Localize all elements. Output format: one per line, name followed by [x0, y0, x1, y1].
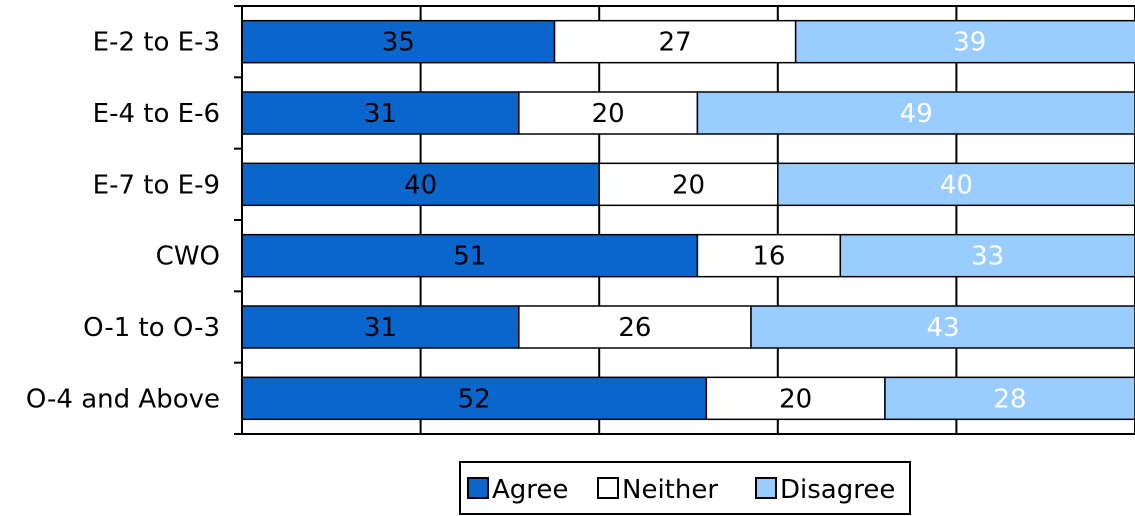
data-label: 31 — [364, 99, 397, 129]
data-label: 27 — [659, 28, 692, 58]
data-label: 20 — [779, 384, 812, 414]
bar-segment-disagree — [750, 305, 1135, 349]
bar-segment-disagree — [696, 91, 1135, 135]
data-label: 52 — [458, 384, 491, 414]
data-label: 28 — [993, 384, 1026, 414]
category-label: O-4 and Above — [26, 384, 220, 414]
grid-layer — [241, 5, 1135, 434]
data-label: 49 — [900, 99, 933, 129]
bar-segment-agree — [241, 19, 556, 64]
bar-segment-disagree — [794, 19, 1135, 64]
legend-swatch-agree — [467, 477, 489, 499]
legend-swatch-neither — [597, 477, 619, 499]
legend-label: Disagree — [780, 475, 895, 505]
data-label: 40 — [404, 170, 437, 200]
data-label: 20 — [592, 99, 625, 129]
axis-layer — [234, 5, 1135, 435]
category-label: E-2 to E-3 — [93, 28, 220, 58]
data-label: 31 — [364, 313, 397, 343]
bar-segment-neither — [696, 233, 842, 278]
category-labels: E-2 to E-3 E-4 to E-6 E-7 to E-9 CWO O-1 to … — [26, 28, 220, 415]
data-label: 51 — [453, 242, 486, 272]
bar-segment-neither — [518, 91, 699, 135]
bar-segment-neither — [518, 305, 752, 349]
legend-box — [459, 461, 911, 515]
bar-segment-disagree — [777, 162, 1135, 207]
data-label: 20 — [672, 170, 705, 200]
data-label: 43 — [926, 313, 959, 343]
category-label: CWO — [156, 242, 220, 272]
data-label: 33 — [971, 242, 1004, 272]
bar-segment-neither — [705, 376, 886, 421]
category-label: E-7 to E-9 — [93, 170, 220, 200]
data-label: 35 — [382, 28, 415, 58]
legend-label: Neither — [622, 475, 718, 505]
data-label: 39 — [953, 28, 986, 58]
bar-segment-disagree — [884, 376, 1135, 421]
data-label: 40 — [940, 170, 973, 200]
data-label: 16 — [752, 242, 785, 272]
legend-swatch-disagree — [755, 477, 777, 499]
bar-segment-disagree — [839, 233, 1135, 278]
category-label: E-4 to E-6 — [93, 99, 220, 129]
legend-label: Agree — [492, 475, 568, 505]
bar-segment-neither — [598, 162, 779, 207]
legend: Agree Neither Disagree — [459, 461, 911, 515]
bars-layer: 35 27 39 31 20 49 40 20 40 51 16 33 31 26 43 52 20 28 — [241, 19, 1135, 421]
data-label: 26 — [618, 313, 651, 343]
category-label: O-1 to O-3 — [83, 313, 220, 343]
